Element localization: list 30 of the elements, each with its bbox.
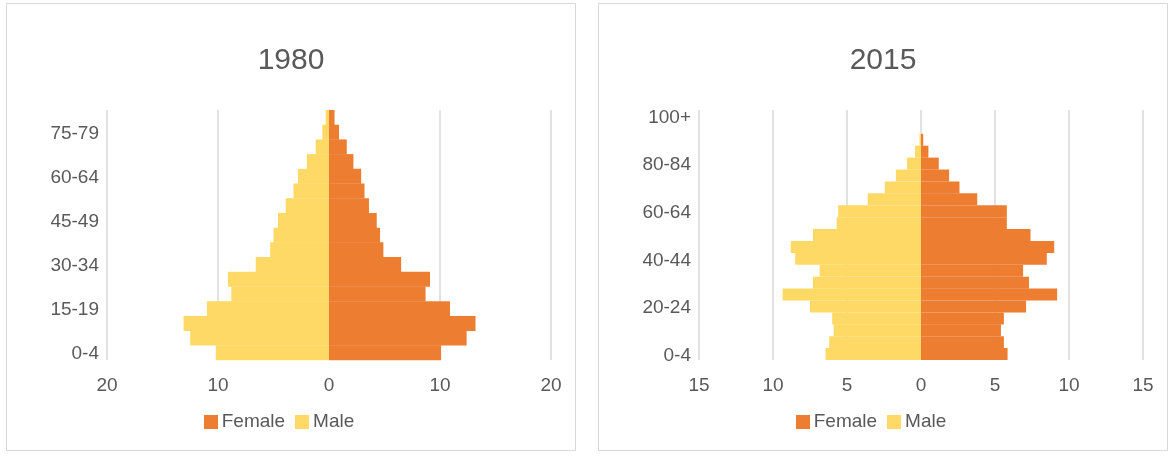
legend-label: Female (221, 410, 286, 431)
x-tick-label: 10 (762, 374, 784, 396)
y-tick-label: 60-64 (642, 200, 692, 222)
y-tick-label: 100+ (648, 105, 691, 127)
x-tick-label: 5 (989, 374, 1001, 396)
legend-label: Male (905, 410, 947, 431)
y-tick-label: 15-19 (50, 298, 99, 320)
x-tick-label: 10 (429, 374, 451, 396)
x-tick-label: 5 (841, 374, 853, 396)
chart-title: 2015 (848, 42, 918, 77)
x-tick-label: 0 (323, 374, 335, 396)
legend-label: Male (313, 410, 355, 431)
legend-label: Female (813, 410, 878, 431)
y-tick-label: 80-84 (642, 153, 692, 175)
y-tick-label: 75-79 (50, 121, 99, 143)
x-tick-label: 10 (1058, 374, 1080, 396)
x-tick-label: 15 (688, 374, 710, 396)
y-tick-label: 0-4 (71, 342, 100, 364)
x-tick-label: 10 (207, 374, 229, 396)
y-tick-label: 60-64 (50, 165, 100, 187)
x-tick-label: 15 (1132, 374, 1154, 396)
y-tick-label: 20-24 (642, 296, 692, 318)
x-tick-label: 0 (915, 374, 927, 396)
x-tick-label: 20 (540, 374, 562, 396)
y-tick-label: 30-34 (50, 254, 100, 276)
chart-title: 1980 (256, 42, 326, 77)
y-tick-label: 40-44 (642, 248, 692, 270)
x-tick-label: 20 (96, 374, 118, 396)
y-tick-label: 0-4 (663, 343, 692, 365)
y-tick-label: 45-49 (50, 210, 99, 232)
